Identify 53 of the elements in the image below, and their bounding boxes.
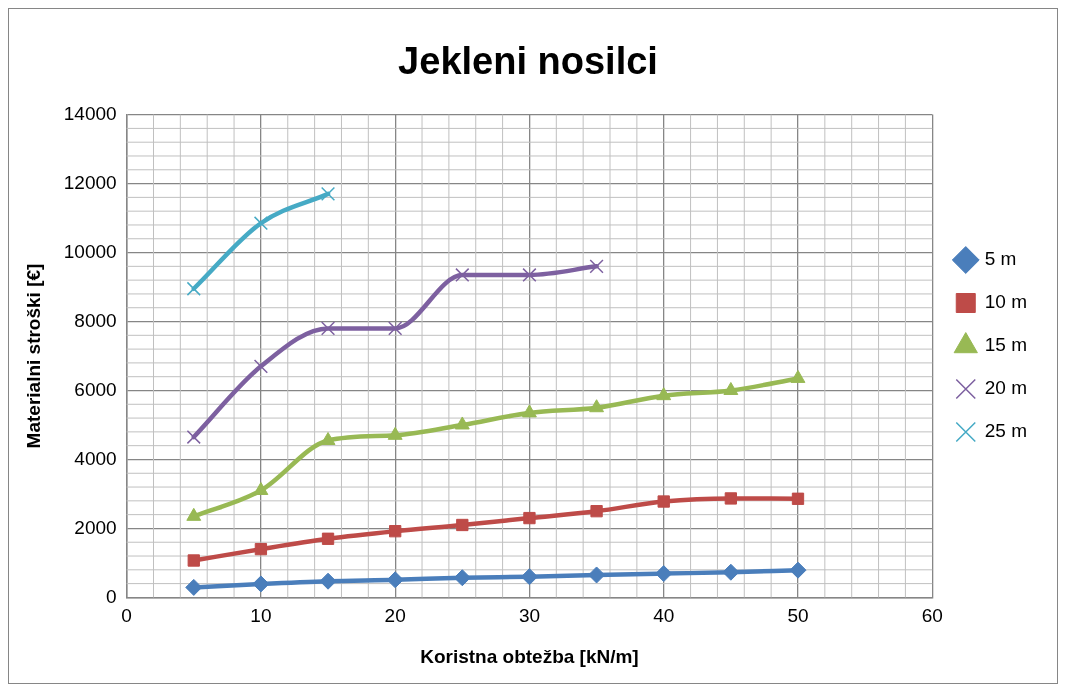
point xyxy=(456,518,469,532)
point xyxy=(455,267,470,283)
x-tick-label: 0 xyxy=(121,605,132,627)
point xyxy=(523,511,536,525)
point xyxy=(185,578,203,596)
point xyxy=(187,554,200,567)
point xyxy=(722,563,740,581)
y-tick-label: 12000 xyxy=(63,171,117,193)
point xyxy=(320,321,336,336)
point xyxy=(253,216,269,231)
y-axis-title: Materialni stroški [€] xyxy=(22,263,44,449)
y-tick-label: 4000 xyxy=(74,447,117,469)
point xyxy=(791,492,805,505)
legend-label: 25 m xyxy=(984,420,1028,442)
point xyxy=(186,281,201,296)
point xyxy=(252,575,270,593)
x-tick-label: 50 xyxy=(787,605,809,627)
point xyxy=(522,267,537,283)
y-tick-label: 14000 xyxy=(63,102,117,124)
point xyxy=(253,359,269,374)
point xyxy=(656,387,672,401)
point xyxy=(320,186,336,202)
y-tick-label: 8000 xyxy=(74,309,117,331)
point xyxy=(186,429,201,445)
point xyxy=(319,572,337,590)
x-axis-title: Koristna obtežba [kN/m] xyxy=(420,645,639,667)
point xyxy=(388,321,403,336)
point xyxy=(321,532,335,545)
legend-label: 10 m xyxy=(984,291,1028,313)
point xyxy=(589,259,604,274)
legend-label: 5 m xyxy=(984,248,1017,270)
legend-label: 20 m xyxy=(984,377,1028,399)
y-tick-label: 2000 xyxy=(74,516,117,538)
x-tick-label: 20 xyxy=(384,605,406,627)
point xyxy=(454,416,470,430)
point xyxy=(589,399,605,413)
point xyxy=(789,561,807,579)
chart-title: Jekleni nosilci xyxy=(398,40,658,83)
y-tick-label: 6000 xyxy=(74,378,117,400)
y-tick-label: 0 xyxy=(106,585,117,607)
point xyxy=(522,404,537,418)
point xyxy=(724,492,738,505)
point xyxy=(254,542,268,556)
legend-label: 15 m xyxy=(984,334,1028,356)
point xyxy=(657,495,670,508)
y-tick-label: 10000 xyxy=(63,240,117,262)
x-tick-label: 40 xyxy=(653,605,675,627)
point xyxy=(389,525,402,538)
x-tick-label: 60 xyxy=(921,605,943,627)
point xyxy=(590,505,603,518)
x-tick-label: 30 xyxy=(518,605,541,627)
point xyxy=(655,565,673,583)
x-tick-label: 10 xyxy=(250,605,272,627)
